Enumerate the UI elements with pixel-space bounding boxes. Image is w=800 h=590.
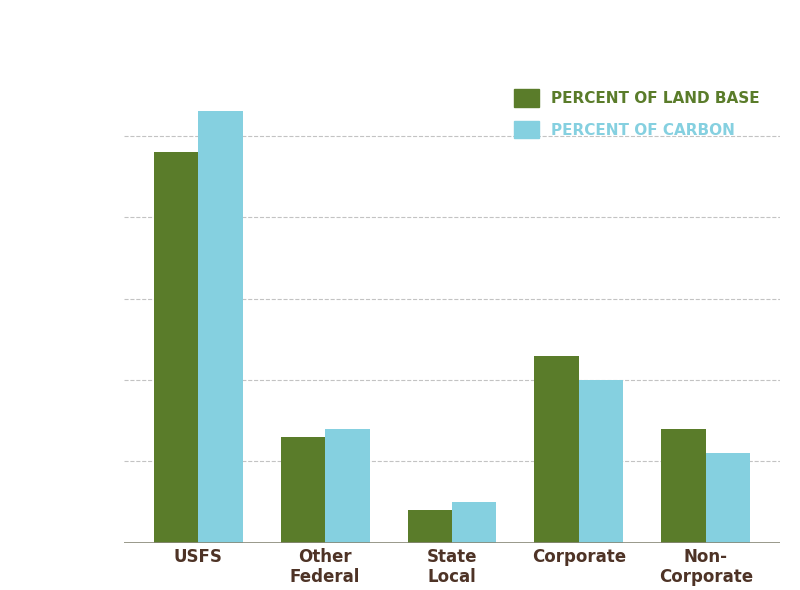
Bar	[198, 112, 242, 543]
Bar	[154, 152, 198, 543]
Bar	[452, 502, 497, 543]
Bar	[281, 437, 325, 543]
Legend: PERCENT OF LAND BASE, PERCENT OF CARBON: PERCENT OF LAND BASE, PERCENT OF CARBON	[508, 83, 766, 145]
Bar	[579, 380, 623, 543]
Bar	[706, 453, 750, 543]
Bar	[662, 429, 706, 543]
Text: Percent of forest land base and forest carbon by ownership: Percent of forest land base and forest c…	[14, 21, 718, 41]
Bar	[407, 510, 452, 543]
Bar	[534, 356, 579, 543]
Bar	[325, 429, 370, 543]
